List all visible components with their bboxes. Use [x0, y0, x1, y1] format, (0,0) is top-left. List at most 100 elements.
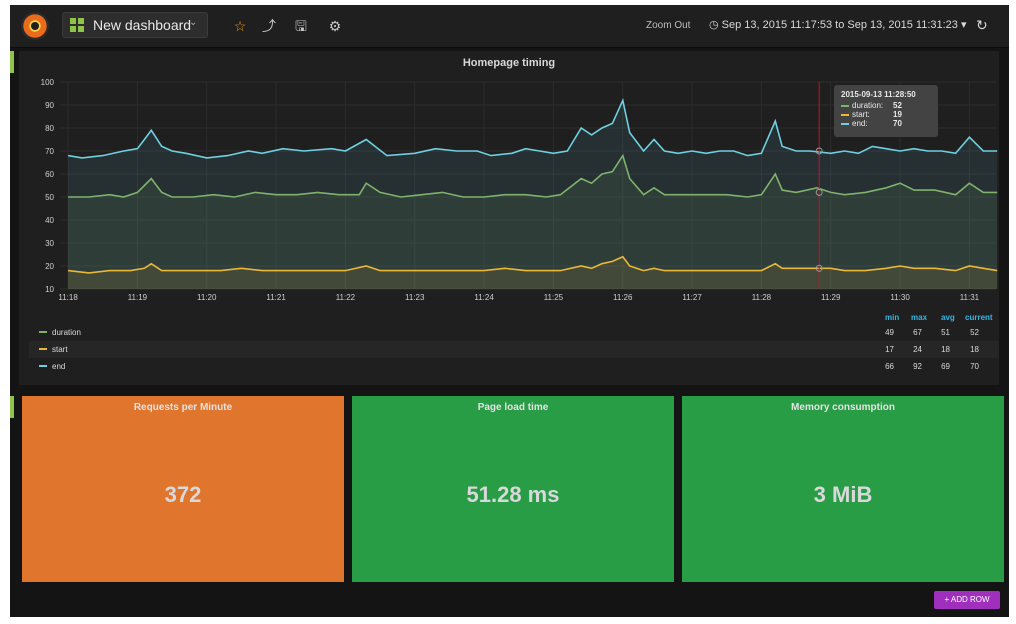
save-icon[interactable]: 🖫	[295, 18, 307, 34]
y-tick-label: 100	[41, 78, 55, 87]
refresh-icon[interactable]: ↻	[976, 17, 988, 33]
legend-min: 66	[885, 362, 894, 371]
series-swatch[interactable]	[39, 331, 47, 333]
x-tick-label: 11:27	[682, 293, 702, 302]
panel-title[interactable]: Requests per Minute	[133, 402, 233, 413]
x-tick-label: 11:25	[544, 293, 564, 302]
stat-value: 51.28 ms	[466, 482, 560, 507]
dashboard-title: New dashboard	[93, 17, 192, 33]
legend-max: 92	[913, 362, 922, 371]
x-tick-label: 11:21	[266, 293, 286, 302]
y-tick-label: 80	[45, 124, 54, 133]
legend-min: 17	[885, 345, 894, 354]
zoom-out-button[interactable]: Zoom Out	[646, 20, 691, 31]
caret-down-icon: ⌄	[189, 17, 198, 28]
time-range-picker[interactable]: ◷ Sep 13, 2015 11:17:53 to Sep 13, 2015 1…	[709, 18, 967, 31]
crosshair-point	[815, 264, 823, 272]
plus-icon: +	[944, 595, 951, 604]
x-tick-label: 11:22	[336, 293, 356, 302]
series-area-start	[68, 256, 998, 289]
y-tick-label: 50	[45, 193, 54, 202]
x-tick-label: 11:23	[405, 293, 425, 302]
legend-row-start: start 17 24 18 18	[29, 341, 999, 358]
graph-tooltip: 2015-09-13 11:28:50 duration: 52 start: …	[834, 85, 938, 137]
tooltip-value: 52	[893, 101, 902, 110]
y-tick-label: 90	[45, 101, 54, 110]
x-tick-label: 11:31	[960, 293, 980, 302]
y-tick-label: 40	[45, 216, 54, 225]
legend-row-end: end 66 92 69 70	[29, 358, 999, 375]
legend-row-duration: duration 49 67 51 52	[29, 324, 999, 341]
stat-value: 372	[164, 482, 202, 507]
star-icon[interactable]: ☆	[233, 18, 247, 34]
time-range-label: Sep 13, 2015 11:17:53 to Sep 13, 2015 11…	[721, 19, 958, 31]
tooltip-value: 19	[893, 110, 902, 119]
legend-current: 18	[970, 345, 979, 354]
legend-series-name[interactable]: start	[52, 345, 68, 354]
legend-avg: 51	[941, 328, 950, 337]
y-tick-label: 30	[45, 239, 54, 248]
stat-panel-page-load: Page load time 51.28 ms	[352, 396, 674, 582]
clock-icon: ◷	[709, 19, 719, 31]
dashboard-picker-button[interactable]: New dashboard ⌄	[62, 12, 208, 38]
graph-plot[interactable]: 10 20 30 40 50 60 70 80 90 100 11:18 11:19 11:20 11:2…	[19, 51, 999, 385]
add-row-button[interactable]: + ADD ROW	[934, 591, 1000, 609]
y-tick-label: 60	[45, 170, 54, 179]
x-tick-label: 11:24	[474, 293, 494, 302]
panel-title[interactable]: Homepage timing	[462, 57, 556, 69]
tooltip-label: end:	[852, 119, 868, 128]
tooltip-value: 70	[893, 119, 902, 128]
series-line-start	[68, 255, 998, 274]
legend-min: 49	[885, 328, 894, 337]
tooltip-row-end: end: 70	[841, 119, 931, 128]
crosshair-point	[815, 188, 823, 196]
legend-header-min[interactable]: min	[885, 313, 900, 322]
legend-max: 24	[913, 345, 922, 354]
top-navbar: New dashboard ⌄ ☆ ⤴ 🖫 ⚙ Zoom Out ◷ Sep 13…	[10, 5, 1009, 48]
series-swatch[interactable]	[39, 365, 47, 367]
series-line-duration	[68, 153, 998, 198]
y-tick-label: 10	[45, 285, 54, 294]
tooltip-row-start: start: 19	[841, 110, 931, 119]
cog-icon[interactable]: ⚙	[328, 18, 342, 34]
legend-series-name[interactable]: end	[52, 362, 66, 371]
row-collapse-handle[interactable]	[10, 396, 14, 418]
x-tick-label: 11:26	[613, 293, 633, 302]
x-tick-label: 11:30	[890, 293, 910, 302]
share-icon[interactable]: ⤴	[262, 18, 276, 34]
tooltip-label: start:	[852, 110, 870, 119]
legend-max: 67	[913, 328, 922, 337]
add-row-label: ADD ROW	[950, 595, 990, 604]
legend-header-max[interactable]: max	[911, 313, 928, 322]
grafana-logo-icon[interactable]	[21, 12, 49, 40]
graph-panel: Homepage timing 10 20 30 40 50 60 70 80 90 100 11:…	[19, 51, 999, 385]
y-tick-label: 20	[45, 262, 54, 271]
tooltip-row-duration: duration: 52	[841, 101, 931, 110]
legend-header-current[interactable]: current	[965, 313, 993, 322]
series-area-duration	[68, 155, 998, 289]
dashboard-grid-icon	[70, 18, 84, 32]
x-tick-label: 11:19	[128, 293, 148, 302]
legend-avg: 18	[941, 345, 950, 354]
stat-panel-requests: Requests per Minute 372	[22, 396, 344, 582]
tooltip-time: 2015-09-13 11:28:50	[841, 90, 916, 99]
x-tick-label: 11:18	[58, 293, 78, 302]
x-tick-label: 11:20	[197, 293, 217, 302]
series-swatch	[841, 104, 849, 107]
legend-current: 70	[970, 362, 979, 371]
legend-header-avg[interactable]: avg	[941, 313, 955, 322]
x-tick-label: 11:29	[821, 293, 841, 302]
x-tick-label: 11:28	[752, 293, 772, 302]
tooltip-label: duration:	[852, 101, 884, 110]
caret-down-icon: ▾	[960, 19, 967, 31]
dashboard-app: New dashboard ⌄ ☆ ⤴ 🖫 ⚙ Zoom Out ◷ Sep 13…	[10, 5, 1009, 617]
stat-panel-memory: Memory consumption 3 MiB	[682, 396, 1004, 582]
series-line-end	[67, 97, 998, 159]
legend-avg: 69	[941, 362, 950, 371]
panel-title[interactable]: Page load time	[477, 402, 549, 413]
series-swatch[interactable]	[39, 348, 47, 350]
row-collapse-handle[interactable]	[10, 51, 14, 73]
series-swatch	[841, 113, 849, 116]
panel-title[interactable]: Memory consumption	[791, 402, 895, 413]
legend-series-name[interactable]: duration	[52, 328, 81, 337]
